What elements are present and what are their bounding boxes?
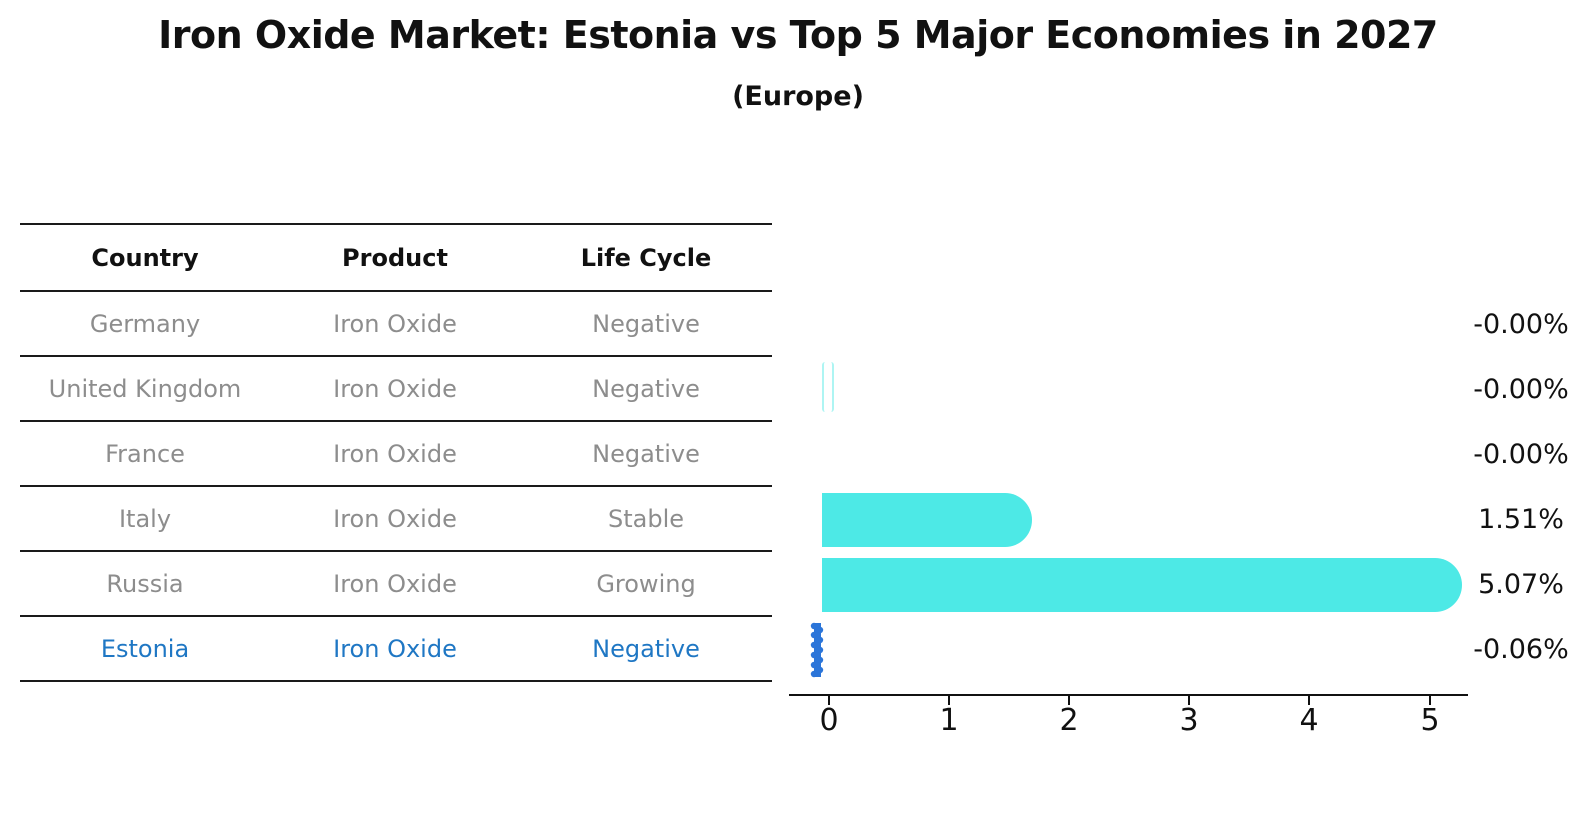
- cell-country: France: [105, 439, 185, 468]
- value-label-italy: 1.51%: [1478, 504, 1564, 535]
- cell-life-cycle: Negative: [592, 309, 700, 338]
- table-row: France Iron Oxide Negative: [20, 422, 772, 487]
- cell-product: Iron Oxide: [333, 309, 457, 338]
- x-axis-tick-1: [948, 696, 950, 705]
- value-label-estonia: -0.06%: [1473, 634, 1569, 665]
- column-header-product: Product: [342, 243, 448, 272]
- chart-subtitle: (Europe): [732, 81, 864, 112]
- x-axis-tick-label-3: 3: [1179, 703, 1199, 738]
- x-axis-tick-label-2: 2: [1059, 703, 1079, 738]
- cell-life-cycle: Negative: [592, 439, 700, 468]
- table-row: Italy Iron Oxide Stable: [20, 487, 772, 552]
- cell-product: Iron Oxide: [333, 374, 457, 403]
- cell-life-cycle: Stable: [607, 504, 685, 533]
- x-axis-tick-label-5: 5: [1420, 703, 1440, 738]
- cell-product: Iron Oxide: [333, 634, 457, 663]
- table-row: United Kingdom Iron Oxide Negative: [20, 357, 772, 422]
- chart-title: Iron Oxide Market: Estonia vs Top 5 Majo…: [158, 13, 1438, 57]
- value-label-france: -0.00%: [1473, 439, 1569, 470]
- cell-life-cycle: Negative: [592, 374, 700, 403]
- x-axis-tick-0: [828, 696, 830, 705]
- cell-country: Estonia: [100, 634, 190, 663]
- value-label-russia: 5.07%: [1478, 569, 1564, 600]
- table-row-estonia: Estonia Iron Oxide Negative: [20, 617, 772, 682]
- table-row: Germany Iron Oxide Negative: [20, 292, 772, 357]
- cell-life-cycle: Negative: [592, 634, 700, 663]
- cell-country: United Kingdom: [48, 374, 242, 403]
- cell-product: Iron Oxide: [333, 569, 457, 598]
- cell-product: Iron Oxide: [333, 439, 457, 468]
- bar-estonia: [810, 622, 824, 678]
- x-axis-tick-label-1: 1: [939, 703, 959, 738]
- bar-italy: [822, 493, 1032, 547]
- x-axis-tick-3: [1188, 696, 1190, 705]
- x-axis-tick-label-0: 0: [819, 703, 839, 738]
- cell-country: Germany: [89, 309, 201, 338]
- value-label-germany: -0.00%: [1473, 309, 1569, 340]
- table-header-row: Country Product Life Cycle: [20, 225, 772, 292]
- cell-country: Italy: [118, 504, 172, 533]
- column-header-life-cycle: Life Cycle: [580, 243, 712, 272]
- bar-united-kingdom: [822, 362, 834, 412]
- country-table: Country Product Life Cycle Germany Iron …: [20, 223, 772, 682]
- value-label-united-kingdom: -0.00%: [1473, 374, 1569, 405]
- cell-country: Russia: [106, 569, 184, 598]
- x-axis-tick-5: [1429, 696, 1431, 705]
- x-axis-tick-4: [1308, 696, 1310, 705]
- bar-russia: [822, 558, 1463, 612]
- x-axis-tick-label-4: 4: [1299, 703, 1319, 738]
- cell-life-cycle: Growing: [596, 569, 696, 598]
- column-header-country: Country: [91, 243, 199, 272]
- cell-product: Iron Oxide: [333, 504, 457, 533]
- table-row: Russia Iron Oxide Growing: [20, 552, 772, 617]
- x-axis-line: [789, 694, 1468, 696]
- x-axis-tick-2: [1068, 696, 1070, 705]
